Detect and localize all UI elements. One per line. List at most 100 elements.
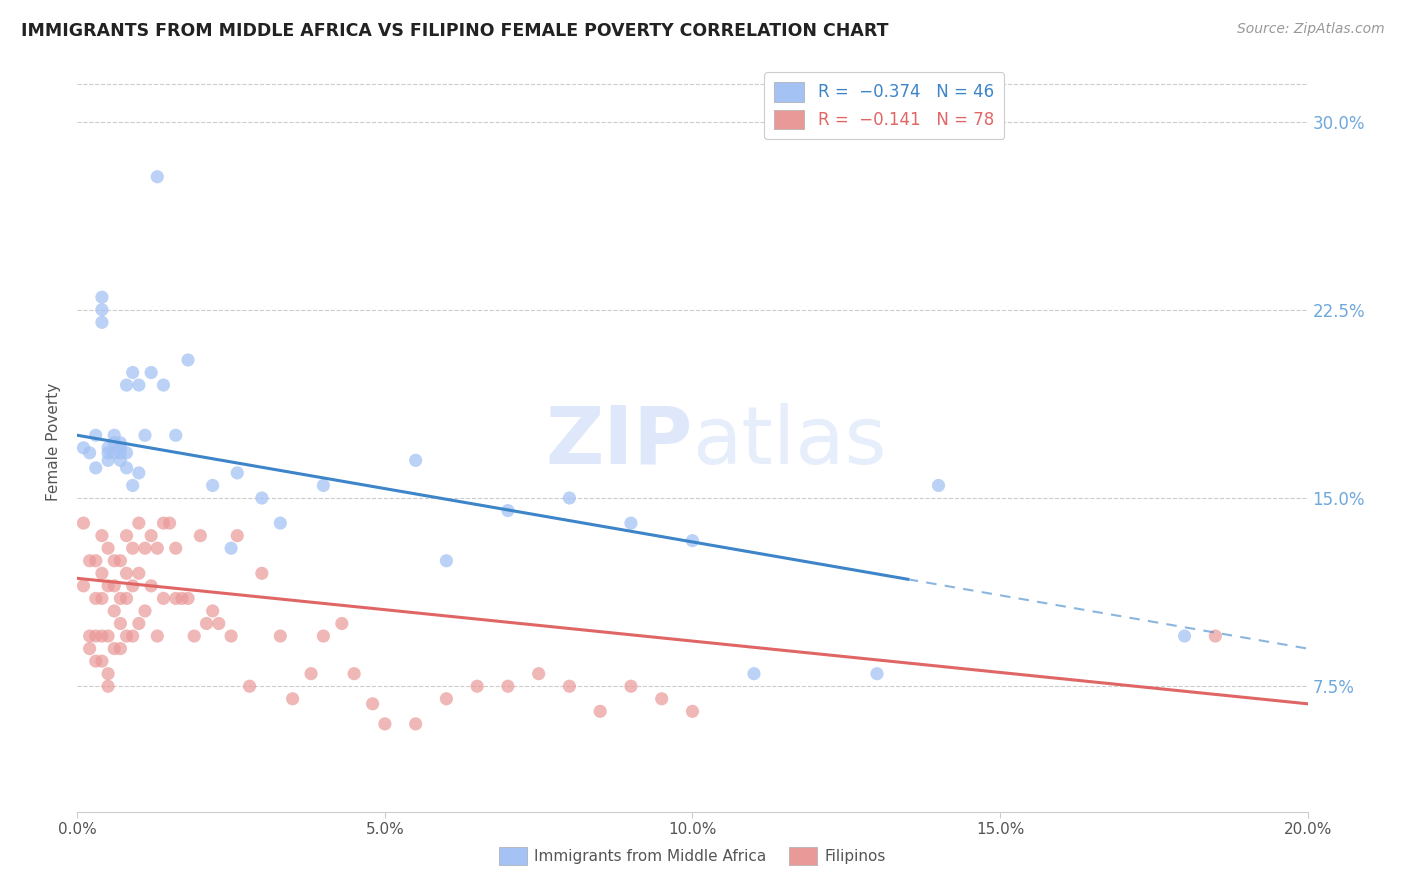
Point bbox=[682, 704, 704, 718]
Point bbox=[121, 579, 143, 593]
Point bbox=[90, 566, 114, 581]
Point bbox=[110, 616, 132, 631]
Point bbox=[177, 353, 200, 368]
Point bbox=[103, 428, 125, 442]
Point bbox=[128, 616, 150, 631]
Point bbox=[115, 461, 138, 475]
Point bbox=[110, 453, 132, 467]
Point bbox=[146, 629, 169, 643]
Point bbox=[121, 629, 143, 643]
Point bbox=[219, 629, 242, 643]
Point bbox=[115, 629, 138, 643]
Point bbox=[134, 428, 156, 442]
Point bbox=[201, 478, 224, 492]
Point bbox=[103, 554, 125, 568]
Point bbox=[165, 591, 187, 606]
Point bbox=[97, 629, 120, 643]
Point bbox=[146, 541, 169, 556]
Point bbox=[97, 679, 120, 693]
Point bbox=[165, 428, 187, 442]
Point bbox=[312, 478, 335, 492]
Point bbox=[742, 666, 765, 681]
Point bbox=[152, 516, 174, 530]
Point bbox=[110, 441, 132, 455]
Text: ZIP: ZIP bbox=[546, 402, 693, 481]
Point bbox=[146, 169, 169, 184]
Point bbox=[97, 666, 120, 681]
Point bbox=[97, 541, 120, 556]
Point bbox=[90, 290, 114, 304]
Text: atlas: atlas bbox=[693, 402, 887, 481]
Point bbox=[496, 503, 519, 517]
Point bbox=[405, 717, 427, 731]
Point bbox=[141, 579, 163, 593]
Point bbox=[121, 478, 143, 492]
Point bbox=[72, 441, 94, 455]
Point bbox=[620, 516, 643, 530]
Point bbox=[121, 541, 143, 556]
Point bbox=[195, 616, 218, 631]
Point bbox=[97, 453, 120, 467]
Point bbox=[201, 604, 224, 618]
Point bbox=[128, 566, 150, 581]
Text: Source: ZipAtlas.com: Source: ZipAtlas.com bbox=[1237, 22, 1385, 37]
Y-axis label: Female Poverty: Female Poverty bbox=[46, 383, 62, 500]
Point bbox=[84, 654, 107, 668]
Point bbox=[79, 446, 101, 460]
Point bbox=[496, 679, 519, 693]
Point bbox=[115, 591, 138, 606]
Point bbox=[128, 466, 150, 480]
Point bbox=[110, 446, 132, 460]
Point bbox=[84, 554, 107, 568]
Point bbox=[141, 529, 163, 543]
Point bbox=[165, 541, 187, 556]
Point bbox=[281, 691, 304, 706]
Point bbox=[866, 666, 889, 681]
Point bbox=[299, 666, 322, 681]
Point bbox=[226, 529, 249, 543]
Point bbox=[103, 446, 125, 460]
Point bbox=[103, 579, 125, 593]
Point bbox=[103, 641, 125, 656]
Point bbox=[72, 516, 94, 530]
Point bbox=[115, 378, 138, 392]
Point bbox=[269, 629, 291, 643]
Point bbox=[90, 629, 114, 643]
Point bbox=[79, 629, 101, 643]
Point bbox=[465, 679, 488, 693]
Point bbox=[72, 579, 94, 593]
Point bbox=[558, 491, 581, 505]
Point bbox=[1174, 629, 1197, 643]
Point bbox=[84, 591, 107, 606]
Point bbox=[177, 591, 200, 606]
Point bbox=[84, 461, 107, 475]
Point bbox=[405, 453, 427, 467]
Point bbox=[79, 554, 101, 568]
Point bbox=[208, 616, 231, 631]
Point bbox=[141, 366, 163, 380]
Point bbox=[90, 654, 114, 668]
Point bbox=[90, 529, 114, 543]
Point bbox=[330, 616, 353, 631]
Point bbox=[110, 435, 132, 450]
Point bbox=[188, 529, 212, 543]
Legend: Immigrants from Middle Africa, Filipinos: Immigrants from Middle Africa, Filipinos bbox=[494, 841, 891, 871]
Point bbox=[128, 378, 150, 392]
Point bbox=[90, 315, 114, 329]
Point bbox=[527, 666, 550, 681]
Point bbox=[269, 516, 291, 530]
Point bbox=[90, 591, 114, 606]
Point bbox=[103, 435, 125, 450]
Point bbox=[1204, 629, 1226, 643]
Point bbox=[436, 691, 458, 706]
Point bbox=[134, 541, 156, 556]
Point bbox=[239, 679, 262, 693]
Point bbox=[115, 566, 138, 581]
Point bbox=[152, 378, 174, 392]
Point bbox=[97, 441, 120, 455]
Point bbox=[170, 591, 193, 606]
Point bbox=[226, 466, 249, 480]
Point bbox=[97, 446, 120, 460]
Point bbox=[90, 302, 114, 317]
Point bbox=[312, 629, 335, 643]
